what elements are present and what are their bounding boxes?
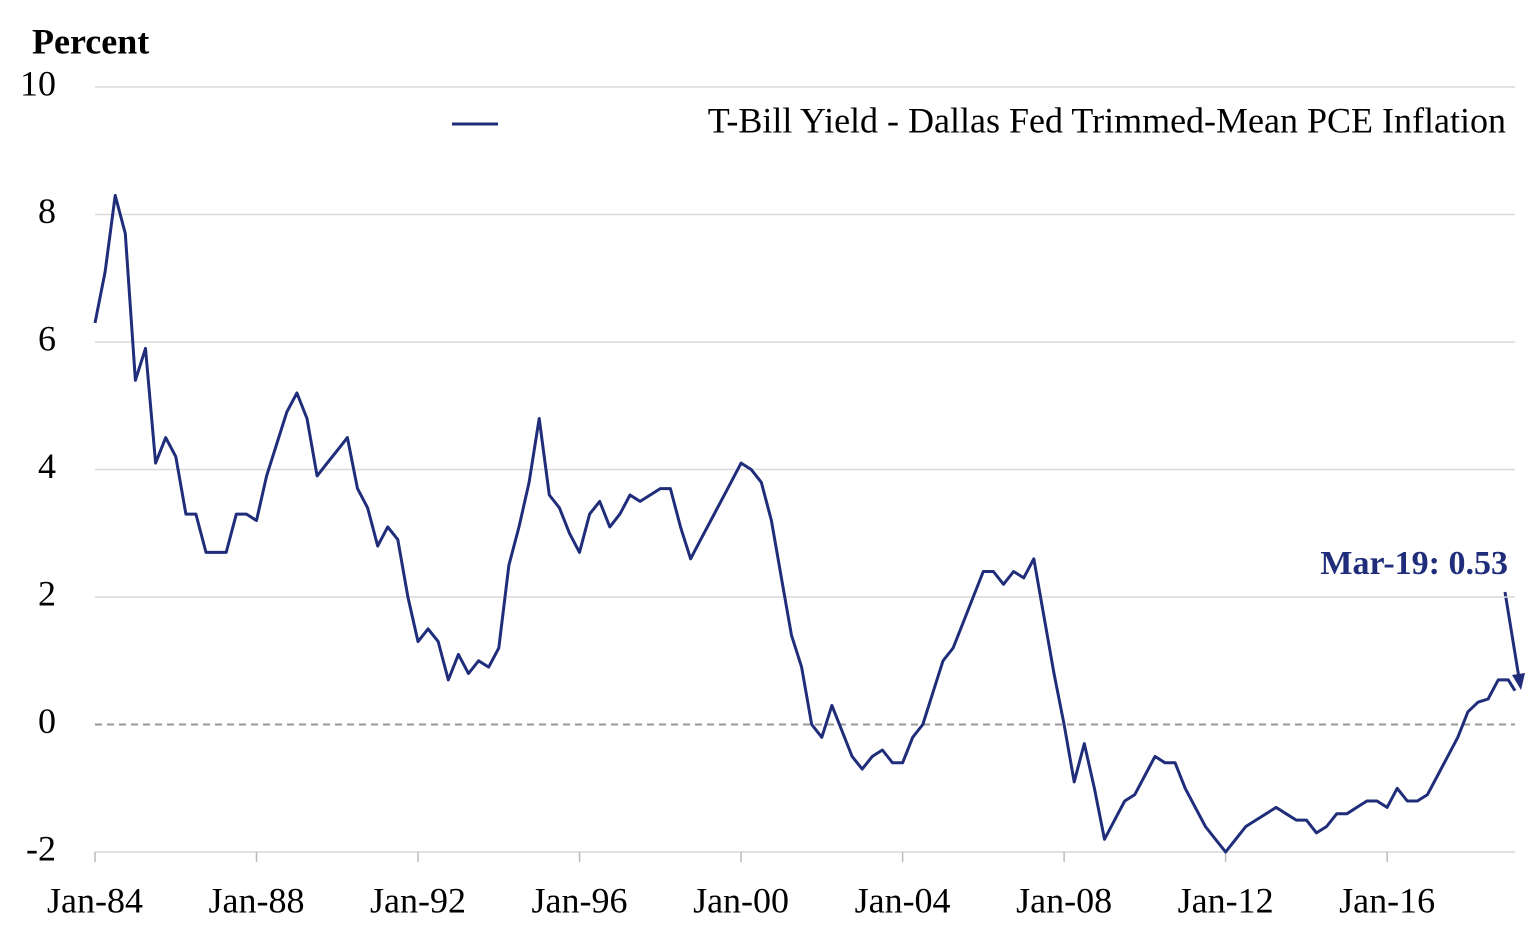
x-tick-label: Jan-08 xyxy=(1016,880,1112,920)
y-axis-label: Percent xyxy=(32,21,149,61)
data-line xyxy=(93,193,1517,854)
y-tick-label: -2 xyxy=(26,828,56,868)
x-tick-label: Jan-92 xyxy=(370,880,466,920)
legend-label: T-Bill Yield - Dallas Fed Trimmed-Mean P… xyxy=(708,100,1506,140)
x-tick-label: Jan-84 xyxy=(47,880,143,920)
y-tick-label: 2 xyxy=(38,573,56,613)
x-tick-label: Jan-12 xyxy=(1178,880,1274,920)
x-tick-label: Jan-88 xyxy=(209,880,305,920)
x-tick-label: Jan-04 xyxy=(855,880,951,920)
y-tick-label: 0 xyxy=(38,701,56,741)
annotation-arrowhead xyxy=(1512,673,1525,690)
annotation-arrow xyxy=(1503,591,1521,679)
y-tick-label: 6 xyxy=(38,318,56,358)
annotation: Mar-19: 0.53 xyxy=(1320,545,1508,582)
y-tick-label: 10 xyxy=(20,63,56,103)
x-tick-label: Jan-00 xyxy=(693,880,789,920)
x-tick-label: Jan-96 xyxy=(532,880,628,920)
x-tick-label: Jan-16 xyxy=(1339,880,1435,920)
y-tick-label: 8 xyxy=(38,191,56,231)
y-tick-label: 4 xyxy=(38,446,56,486)
